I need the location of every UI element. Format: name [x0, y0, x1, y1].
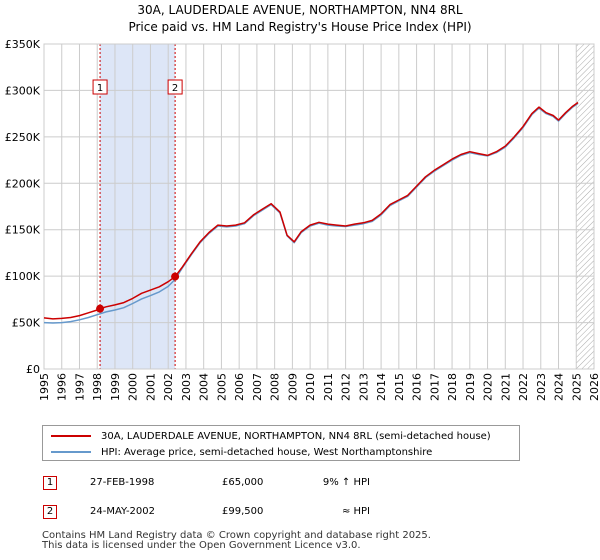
x-tick-label: 2008	[269, 373, 282, 401]
y-tick-label: £350K	[5, 38, 41, 51]
x-tick-label: 2021	[499, 373, 512, 401]
x-tick-label: 2013	[357, 373, 370, 401]
x-tick-label: 2003	[180, 373, 193, 401]
x-tick-label: 1997	[73, 373, 86, 401]
legend-swatch-hpi	[51, 451, 91, 453]
legend-item-hpi: HPI: Average price, semi-detached house,…	[51, 444, 432, 460]
x-tick-label: 2019	[464, 373, 477, 401]
hpi-line	[43, 102, 579, 324]
attribution-footer: Contains HM Land Registry data © Crown c…	[42, 531, 431, 551]
y-tick-label: £250K	[5, 131, 41, 144]
chart-subtitle: Price paid vs. HM Land Registry's House …	[128, 20, 472, 34]
forecast-hatch	[576, 44, 594, 369]
sale-row-2: 2 24-MAY-2002 £99,500 ≈ HPI	[0, 503, 600, 523]
x-tick-label: 2025	[570, 373, 583, 401]
x-tick-label: 2000	[127, 373, 140, 401]
plot-frame	[43, 43, 595, 370]
sale-number-box	[167, 79, 183, 95]
legend-label-property: 30A, LAUDERDALE AVENUE, NORTHAMPTON, NN4…	[101, 430, 491, 442]
x-tick-label: 2022	[517, 373, 530, 401]
sale-number-badge: 2	[43, 505, 57, 519]
sale-date: 27-FEB-1998	[90, 477, 155, 488]
sale-point	[171, 272, 180, 281]
chart-title: 30A, LAUDERDALE AVENUE, NORTHAMPTON, NN4…	[137, 3, 463, 17]
x-tick-label: 2016	[411, 373, 424, 401]
chart-title-block: 30A, LAUDERDALE AVENUE, NORTHAMPTON, NN4…	[0, 2, 600, 36]
x-tick-label: 2024	[553, 373, 566, 401]
x-tick-label: 2017	[428, 373, 441, 401]
x-tick-label: 2002	[162, 373, 175, 401]
x-tick-label: 1999	[109, 373, 122, 401]
x-tick-label: 2005	[215, 373, 228, 401]
sale-price: £65,000	[222, 477, 264, 488]
x-tick-label: 2010	[304, 373, 317, 401]
legend-swatch-property	[51, 435, 91, 437]
x-tick-label: 2015	[393, 373, 406, 401]
x-tick-label: 1998	[91, 373, 104, 401]
sale-number-label: 1	[97, 83, 103, 94]
x-tick-label: 1995	[38, 373, 51, 401]
sale-price: £99,500	[222, 506, 264, 517]
x-tick-label: 2006	[233, 373, 246, 401]
y-tick-label: £50K	[12, 317, 41, 330]
legend-label-hpi: HPI: Average price, semi-detached house,…	[101, 446, 433, 458]
x-tick-label: 2020	[482, 373, 495, 401]
x-tick-label: 2023	[535, 373, 548, 401]
x-tick-label: 1996	[56, 373, 69, 401]
x-tick-label: 2014	[375, 373, 388, 401]
footer-line-copyright: Contains HM Land Registry data © Crown c…	[42, 530, 431, 541]
x-tick-label: 2026	[588, 373, 600, 401]
x-tick-label: 2009	[286, 373, 299, 401]
property-price-line	[43, 101, 579, 320]
sale-hpi-comparison: ≈ HPI	[341, 506, 370, 517]
sale-row-1: 1 27-FEB-1998 £65,000 9% ↑ HPI	[0, 474, 600, 494]
sale-point	[96, 304, 105, 313]
y-tick-label: £300K	[5, 84, 41, 97]
y-tick-label: £100K	[5, 270, 41, 283]
sale-number-box	[92, 79, 108, 95]
x-tick-label: 2001	[144, 373, 157, 401]
y-tick-label: £150K	[5, 224, 41, 237]
sale-number-label: 2	[172, 83, 178, 94]
chart-legend: 30A, LAUDERDALE AVENUE, NORTHAMPTON, NN4…	[42, 425, 520, 461]
footer-line-licence: This data is licensed under the Open Gov…	[42, 540, 361, 551]
ownership-period-shade	[100, 44, 176, 369]
x-tick-label: 2012	[340, 373, 353, 401]
x-tick-label: 2004	[198, 373, 211, 401]
sale-date: 24-MAY-2002	[90, 506, 156, 517]
y-tick-label: £200K	[5, 177, 41, 190]
x-tick-label: 2018	[446, 373, 459, 401]
legend-item-property: 30A, LAUDERDALE AVENUE, NORTHAMPTON, NN4…	[51, 428, 491, 444]
price-chart: £0 £50K £100K £150K £200K £250K £300K £350K 1995…	[5, 38, 600, 401]
x-tick-label: 2011	[322, 373, 335, 401]
y-tick-label: £0	[26, 363, 40, 376]
sale-number-badge: 1	[43, 476, 57, 490]
x-tick-label: 2007	[251, 373, 264, 401]
sale-hpi-comparison: 9% ↑ HPI	[322, 477, 370, 488]
